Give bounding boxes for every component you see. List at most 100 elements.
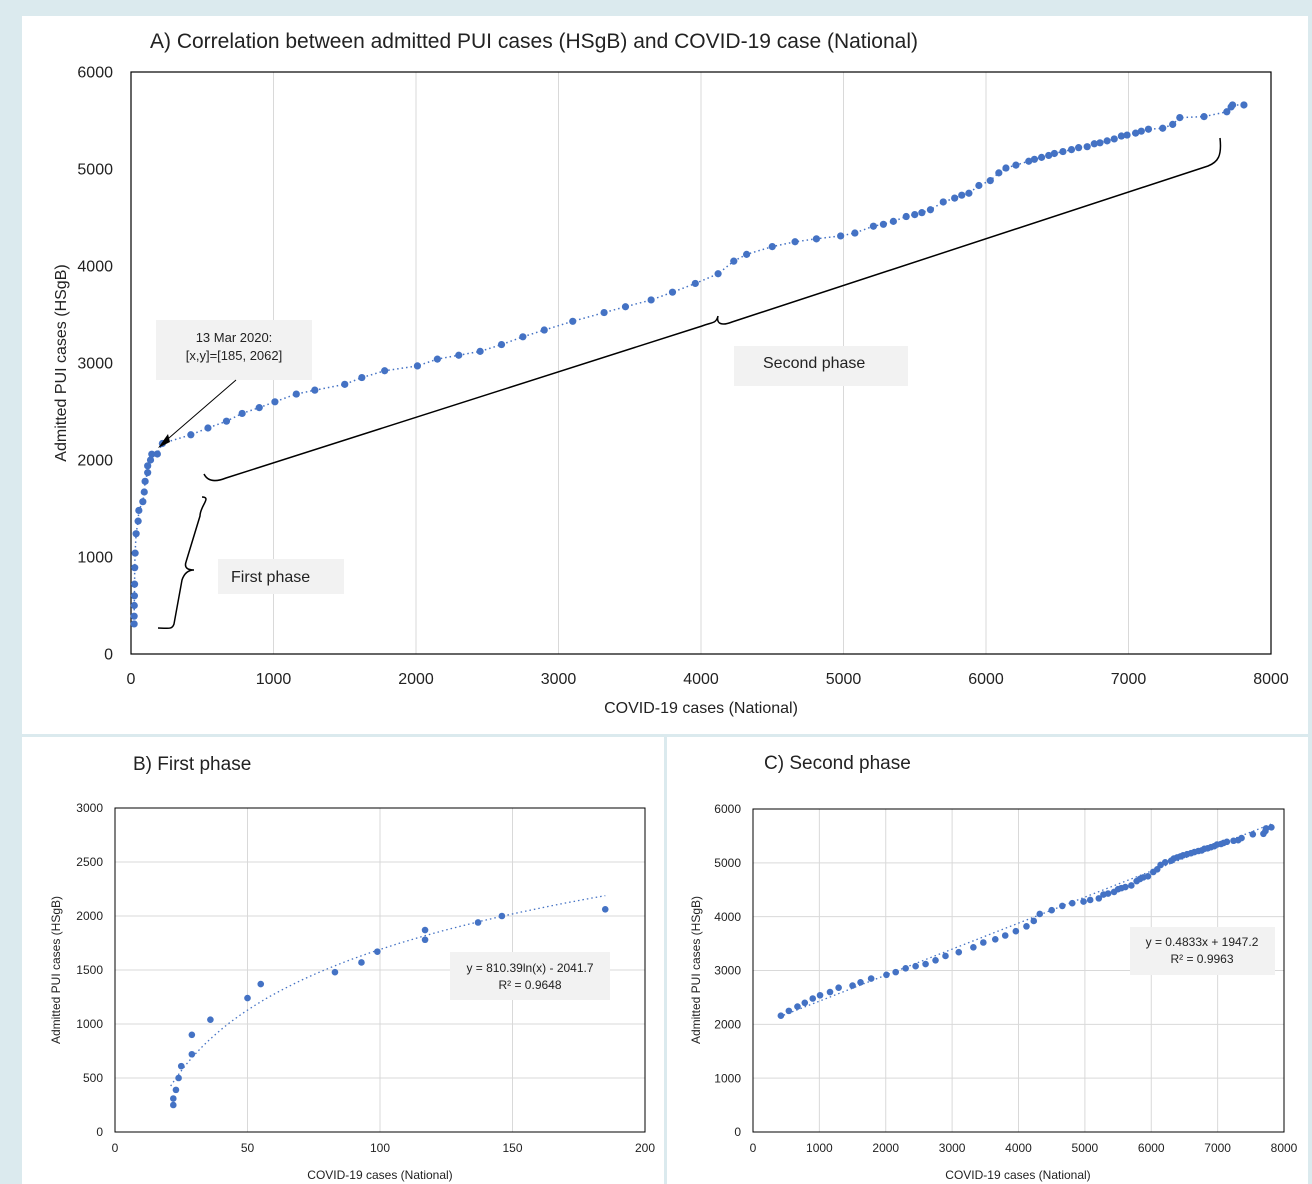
data-point — [421, 936, 429, 944]
data-point — [1104, 890, 1112, 897]
data-point — [951, 194, 959, 202]
data-point — [743, 250, 751, 258]
chart-c-equation-box — [1130, 927, 1275, 975]
data-point — [1159, 124, 1167, 132]
second-phase-brace — [203, 137, 1222, 482]
chart-a-x-label: COVID-19 cases (National) — [604, 700, 798, 717]
y-tick-label: 6000 — [714, 802, 741, 816]
x-tick-label: 1000 — [806, 1141, 833, 1155]
data-point — [1123, 131, 1131, 139]
chart-b-equation-box — [450, 952, 610, 1000]
data-point — [141, 477, 149, 485]
data-point — [869, 222, 878, 230]
data-point — [892, 968, 900, 976]
second-phase-label-box — [734, 346, 908, 386]
data-point — [1090, 140, 1098, 148]
data-point — [975, 181, 983, 190]
x-tick-label: 50 — [241, 1141, 255, 1155]
data-point — [879, 220, 888, 228]
data-point — [131, 564, 139, 572]
data-point — [1128, 882, 1135, 889]
data-point — [358, 373, 366, 382]
data-point — [1080, 898, 1087, 905]
data-point — [131, 549, 139, 557]
data-point — [647, 296, 655, 304]
data-point — [244, 994, 251, 1002]
x-tick-label: 5000 — [1072, 1141, 1099, 1155]
second-phase-label: Second phase — [763, 355, 865, 372]
data-point — [474, 919, 482, 926]
x-tick-label: 8000 — [1253, 671, 1289, 688]
callout-date: 13 Mar 2020: — [196, 330, 273, 345]
data-point — [939, 198, 947, 206]
data-point — [130, 601, 138, 610]
y-tick-label: 1000 — [714, 1071, 741, 1085]
y-tick-label: 0 — [734, 1125, 741, 1139]
data-point — [668, 288, 677, 296]
data-point — [331, 968, 339, 976]
chart-a-y-label: Admitted PUI cases (HSgB) — [53, 264, 70, 461]
data-point — [1048, 906, 1055, 914]
callout-arrowhead — [158, 434, 170, 448]
data-point — [902, 212, 910, 221]
data-point — [889, 217, 897, 225]
data-point — [730, 257, 738, 265]
chart-c-title: C) Second phase — [764, 753, 911, 774]
data-point — [1012, 161, 1020, 169]
data-point — [498, 912, 506, 920]
data-point — [826, 988, 834, 996]
x-tick-label: 1000 — [256, 671, 292, 688]
chart-b-y-label: Admitted PUI cases (HSgB) — [49, 896, 63, 1044]
y-tick-label: 0 — [104, 647, 113, 664]
x-tick-label: 0 — [112, 1141, 119, 1155]
chart-a-title: A) Correlation between admitted PUI case… — [150, 30, 918, 53]
x-tick-label: 6000 — [968, 671, 1004, 688]
y-tick-label: 5000 — [714, 856, 741, 870]
data-point — [476, 347, 484, 355]
y-tick-label: 3000 — [77, 356, 113, 373]
data-point — [1030, 155, 1039, 163]
chart-b-svg: B) First phase 0 50 100 150 2000500100015002… — [49, 754, 655, 1182]
y-tick-label: 2500 — [76, 855, 103, 869]
data-point — [911, 210, 919, 219]
x-tick-label: 0 — [750, 1141, 757, 1155]
data-point — [714, 270, 722, 278]
data-point — [1023, 923, 1030, 930]
data-point — [1030, 917, 1038, 925]
data-point — [497, 340, 506, 349]
data-point — [135, 506, 143, 515]
data-point — [601, 906, 609, 913]
data-point — [621, 303, 630, 311]
y-tick-label: 1000 — [76, 1017, 103, 1031]
data-point — [1083, 143, 1091, 151]
chart-b-r2: R² = 0.9648 — [498, 978, 561, 992]
data-point — [140, 488, 148, 496]
data-point — [857, 979, 864, 986]
data-point — [1037, 153, 1046, 161]
data-point — [177, 1062, 185, 1070]
x-tick-label: 2000 — [398, 671, 434, 688]
data-point — [922, 960, 929, 968]
data-point — [1002, 164, 1010, 172]
data-point — [188, 1050, 196, 1058]
data-point — [148, 450, 156, 458]
y-tick-label: 2000 — [77, 453, 113, 470]
data-point — [1144, 872, 1152, 880]
data-point — [1249, 831, 1257, 838]
data-point — [1223, 108, 1231, 116]
data-point — [970, 944, 977, 951]
data-point — [172, 1086, 180, 1094]
chart-c-y-label: Admitted PUI cases (HSgB) — [689, 896, 703, 1044]
data-point — [271, 398, 279, 406]
data-point — [1068, 899, 1076, 907]
chart-c-svg: C) Second phase 0 1000 2000 3000 4000 5000 600… — [689, 753, 1298, 1182]
y-tick-label: 4000 — [77, 259, 113, 276]
data-point — [1095, 895, 1103, 902]
data-point — [187, 431, 195, 439]
x-tick-label: 150 — [502, 1141, 522, 1155]
data-point — [255, 404, 263, 412]
chart-panel-a: A) Correlation between admitted PUI case… — [22, 16, 1308, 734]
data-point — [1096, 139, 1104, 147]
data-point — [995, 169, 1003, 177]
data-point — [1200, 113, 1208, 121]
